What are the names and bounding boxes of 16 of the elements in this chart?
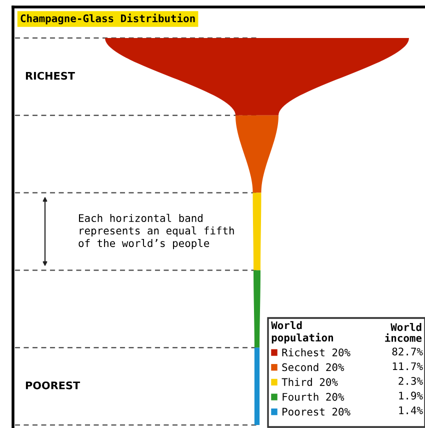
text: World income: [385, 323, 422, 342]
data-label: 82.7%: [392, 348, 423, 356]
category-label: Fourth 20%: [282, 392, 344, 401]
data-label: 11.7%: [392, 362, 423, 370]
data-label: 2.3%: [398, 376, 423, 385]
text: Each horizontal band represents an equal fifth of the world’s people: [78, 214, 234, 250]
category-label: Third 20%: [282, 378, 338, 386]
category-label: Poorest 20%: [282, 408, 350, 416]
legend-title: World population: [271, 321, 334, 344]
category-label: Richest 20%: [282, 348, 350, 356]
data-label: 1.4%: [399, 406, 423, 414]
text: Champagne-Glass Distribution: [20, 14, 195, 24]
text: RICHEST: [26, 72, 75, 80]
category-label: Second 20%: [282, 363, 344, 372]
data-label: 1.9%: [399, 392, 423, 400]
text: POOREST: [26, 381, 80, 390]
